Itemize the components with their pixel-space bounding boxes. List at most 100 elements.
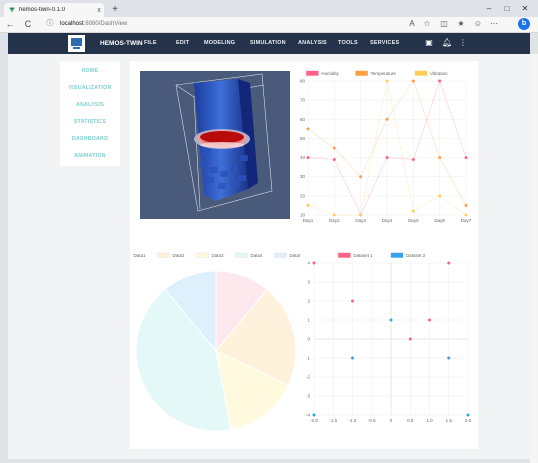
app-logo-icon (68, 35, 85, 52)
3d-viewer[interactable] (140, 71, 290, 219)
bing-icon[interactable]: b (518, 18, 530, 30)
sidebar-item-statistics[interactable]: STATISTICS (73, 119, 107, 125)
data-point-humidity (385, 156, 389, 160)
legend-label: Data1 (134, 253, 147, 258)
maximize-button[interactable]: □ (504, 4, 510, 13)
dashboard-panel: Humidity Temperature Vibration 10 20 30 40 50 60… (130, 61, 478, 449)
y-tick-label: 80 (300, 79, 306, 84)
y-tick-label: -4 (306, 413, 310, 418)
scatter-point-dataset-2 (447, 356, 451, 360)
url-host: localhost (60, 21, 84, 27)
browser-tabstrip: hemos-twin-0.1.0 x + – □ ✕ (0, 0, 538, 17)
legend-swatch (306, 70, 319, 76)
legend-label: Dataset 2 (406, 253, 426, 258)
site-info-icon[interactable]: ⓘ (46, 20, 54, 27)
x-tick-label: 0.5 (407, 418, 414, 423)
favorites-icon[interactable]: ★ (457, 19, 465, 28)
x-tick-label: Day2 (329, 218, 340, 223)
data-point-humidity (306, 156, 310, 160)
x-tick-label: -0.5 (368, 418, 376, 423)
data-point-temperature (411, 79, 415, 83)
legend-swatch (338, 252, 351, 258)
data-point-temperature (306, 127, 310, 131)
close-window-button[interactable]: ✕ (521, 4, 529, 13)
y-tick-label: 60 (300, 117, 306, 122)
menu-modeling[interactable]: MODELING (204, 40, 236, 46)
more-icon[interactable]: ⋯ (490, 19, 498, 28)
pie-slice-data4 (135, 288, 232, 432)
data-point-humidity (438, 79, 442, 83)
browser-tab[interactable]: hemos-twin-0.1.0 x (4, 3, 104, 17)
data-point-temperature (332, 146, 336, 150)
x-tick-label: 2.0 (465, 418, 472, 423)
data-point-temperature (359, 175, 363, 179)
scatter-point-dataset-1 (351, 299, 354, 303)
data-point-vibration (359, 213, 363, 217)
vue-favicon-icon (9, 7, 15, 13)
scatter-point-dataset-2 (389, 318, 393, 322)
menu-tools[interactable]: TOOLS (338, 40, 358, 46)
y-tick-label: -3 (306, 394, 310, 399)
minimize-button[interactable]: – (486, 4, 492, 13)
legend-label: Temperature (371, 71, 397, 76)
legend-label: Data5 (290, 253, 301, 258)
scatter-point-dataset-1 (447, 261, 451, 265)
legend-swatch (196, 252, 209, 258)
menu-edit[interactable]: EDIT (176, 40, 190, 46)
data-point-vibration (438, 194, 442, 198)
y-tick-label: -2 (306, 375, 310, 380)
monitor-icon[interactable]: ▣ (425, 38, 433, 47)
scatter-point-dataset-1 (312, 261, 316, 265)
y-tick-label: 3 (307, 280, 310, 285)
y-tick-label: 20 (300, 193, 306, 198)
y-tick-label: 1 (307, 318, 310, 323)
data-point-humidity (411, 157, 415, 161)
pie-slice-data5 (164, 270, 217, 353)
y-tick-label: 30 (300, 174, 306, 179)
menu-analysis[interactable]: ANALYSIS (298, 40, 327, 46)
legend-swatch (414, 70, 428, 76)
x-tick-label: 1.0 (426, 418, 433, 423)
x-tick-label: -2.0 (310, 418, 318, 423)
x-tick-label: Day6 (434, 218, 445, 223)
tab-close-icon[interactable]: x (97, 6, 101, 14)
menu-simulation[interactable]: SIMULATION (250, 40, 286, 46)
scatter-point-dataset-2 (466, 413, 470, 417)
url-field[interactable]: localhost:8080/DashView (60, 19, 340, 30)
sidebar-item-home[interactable]: HOME (81, 68, 99, 74)
menu-file[interactable]: FILE (144, 40, 157, 46)
scatter-point-dataset-1 (408, 337, 412, 341)
x-tick-label: 0 (390, 418, 393, 423)
reload-button[interactable]: C (24, 19, 32, 29)
legend-label: Data2 (173, 253, 186, 258)
x-tick-label: -1.5 (329, 418, 337, 423)
data-point-vibration (306, 203, 310, 207)
bell-icon[interactable]: 🔔︎ (442, 38, 453, 47)
sidebar: HOME VISUALIZATION ANALYSIS STATISTICS D… (60, 61, 120, 166)
menu-services[interactable]: SERVICES (370, 40, 400, 46)
new-tab-button[interactable]: + (112, 4, 118, 15)
pie-chart: Data1 Data2 Data3 Data4 Data5 (134, 252, 301, 432)
read-aloud-icon[interactable]: A (409, 19, 415, 28)
profile-icon[interactable]: ☺ (473, 19, 483, 28)
favorite-star-icon[interactable]: ☆ (423, 19, 431, 28)
sidebar-item-visualization[interactable]: VISUALIZATION (68, 85, 112, 91)
url-path: :8080/DashView (83, 21, 128, 27)
legend-swatch (274, 252, 287, 258)
back-button[interactable]: ← (5, 19, 15, 29)
sidebar-item-analysis[interactable]: ANALYSIS (76, 102, 104, 108)
data-point-vibration (411, 209, 415, 213)
x-tick-label: -1.0 (349, 418, 357, 423)
x-tick-label: 1.5 (446, 418, 453, 423)
y-tick-label: -1 (306, 356, 310, 361)
more-vertical-icon[interactable]: ⋮ (459, 38, 467, 47)
address-bar: ← C ⓘ localhost:8080/DashView A ☆ ◫ ★ ☺ … (0, 17, 538, 33)
split-screen-icon[interactable]: ◫ (440, 19, 448, 28)
sidebar-item-dashboard[interactable]: DASHBOARD (71, 136, 109, 142)
page-scrollbar[interactable] (530, 54, 538, 463)
app-navbar: HEMOS-TWIN FILE EDIT MODELING SIMULATION… (8, 33, 530, 54)
data-point-temperature (385, 117, 389, 121)
sidebar-item-animation[interactable]: ANIMATION (74, 153, 106, 159)
legend-label: Dataset 1 (353, 253, 373, 258)
y-tick-label: 70 (300, 98, 306, 103)
